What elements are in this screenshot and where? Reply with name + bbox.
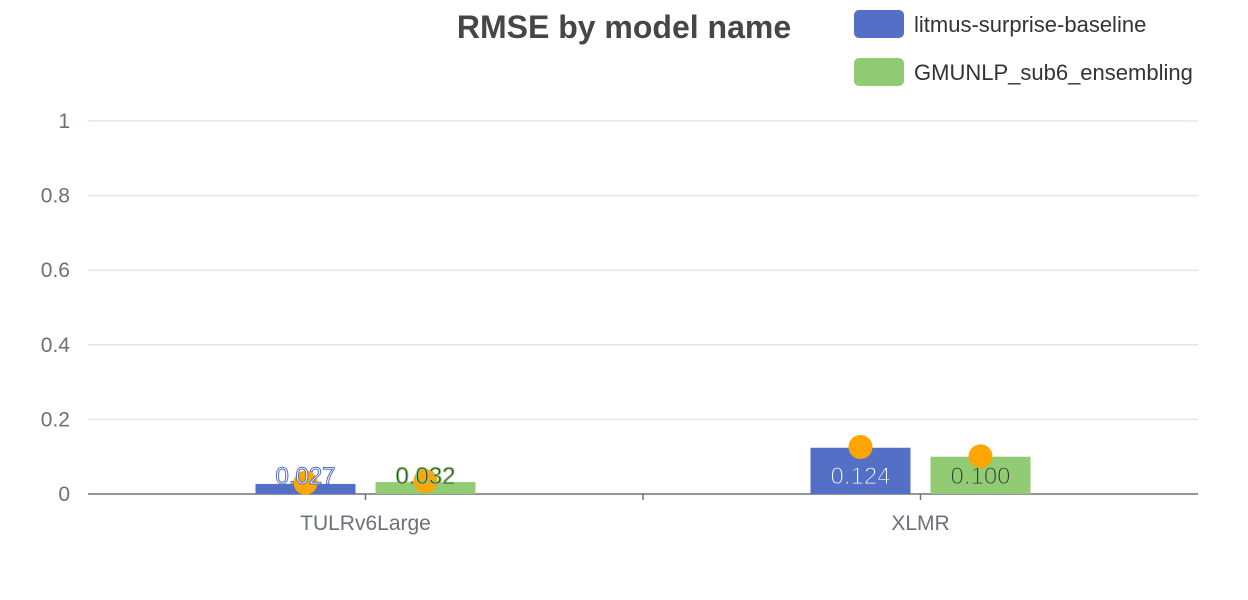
bars	[255, 447, 1031, 494]
legend-label: litmus-surprise-baseline	[914, 12, 1146, 37]
legend: litmus-surprise-baseline GMUNLP_sub6_ense…	[854, 10, 1193, 86]
data-label: 0.027	[275, 463, 335, 490]
markers	[293, 435, 993, 495]
y-tick-label: 0.4	[41, 334, 71, 357]
marker-point	[848, 435, 873, 460]
y-tick-label: 0	[58, 483, 70, 506]
data-label: 0.100	[950, 463, 1010, 490]
x-axis: TULRv6Large XLMR	[88, 493, 1198, 535]
x-category-label: TULRv6Large	[300, 512, 431, 535]
legend-label: GMUNLP_sub6_ensembling	[914, 60, 1193, 85]
data-label: 0.032	[395, 463, 455, 490]
marker-point	[413, 468, 438, 493]
marker-point	[293, 470, 318, 495]
data-labels: 0.027 0.032 0.124 0.100	[275, 463, 1011, 491]
legend-swatch	[854, 58, 904, 86]
legend-swatch	[854, 10, 904, 38]
chart-title: RMSE by model name	[457, 9, 791, 45]
y-tick-label: 0.2	[41, 408, 70, 431]
y-axis: 0 0.2 0.4 0.6 0.8 1	[41, 110, 71, 506]
data-label: 0.124	[830, 463, 890, 490]
grid-lines	[88, 120, 1198, 421]
y-tick-label: 1	[58, 110, 70, 133]
y-tick-label: 0.8	[41, 185, 70, 208]
y-tick-label: 0.6	[41, 259, 70, 282]
x-category-label: XLMR	[891, 512, 949, 535]
marker-point	[968, 444, 993, 469]
